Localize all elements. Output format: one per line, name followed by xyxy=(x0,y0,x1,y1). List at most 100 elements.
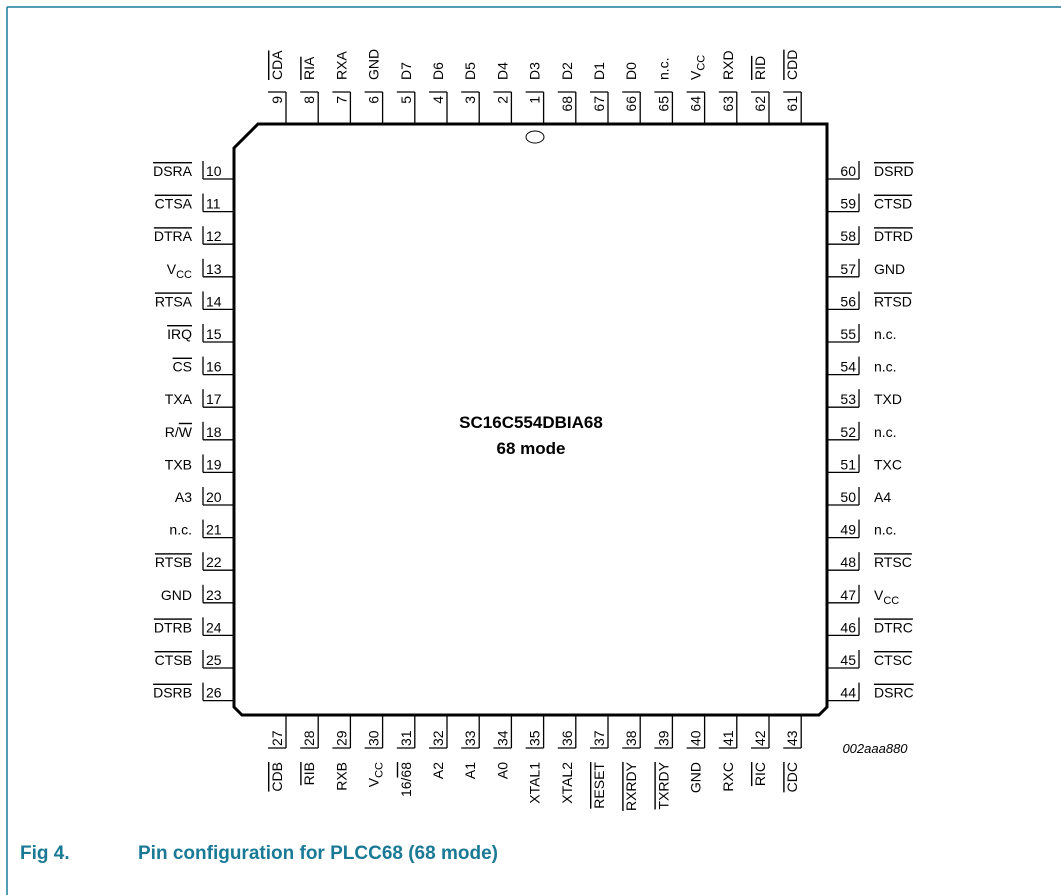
pin-top-4: 4 D6 xyxy=(429,62,448,124)
pin-left-15: 15 IRQ xyxy=(167,324,234,343)
pin-bottom-28: 28 RIB xyxy=(300,715,319,785)
pin-label-text: DSRA xyxy=(153,163,193,179)
pin-label: TXRDY xyxy=(655,761,671,809)
pin-label: D4 xyxy=(494,62,510,80)
pin-label: A1 xyxy=(462,762,478,779)
pin-left-17: 17 TXA xyxy=(165,389,234,408)
pin-label-text: D3 xyxy=(527,62,543,80)
pin-bottom-34: 34 A0 xyxy=(493,715,513,779)
pin-label-text: n.c. xyxy=(874,359,897,375)
pin-right-49: 49 n.c. xyxy=(827,519,897,539)
pin-number: 28 xyxy=(301,730,317,746)
pin-number: 35 xyxy=(527,730,543,746)
pin-label: RIA xyxy=(301,56,317,80)
pin-bottom-32: 32 A2 xyxy=(429,715,448,779)
pin-left-10: 10 DSRA xyxy=(153,161,234,180)
pin-label-text: RESET xyxy=(591,762,607,809)
pin-label: GND xyxy=(874,261,905,277)
pin-right-57: 57 GND xyxy=(827,258,905,278)
pin-label: DTRD xyxy=(874,228,913,244)
pin-number: 31 xyxy=(398,730,414,746)
pin-bottom-35: 35 XTAL1 xyxy=(525,715,545,804)
pin-right-52: 52 n.c. xyxy=(827,421,897,441)
pin-top-67: 67 D1 xyxy=(590,62,609,124)
pin-label-text: n.c. xyxy=(874,326,897,342)
pin-label: RIB xyxy=(301,762,317,785)
pin-label: A0 xyxy=(494,762,510,779)
pin-left-20: 20 A3 xyxy=(175,487,234,506)
pin-number: 1 xyxy=(527,96,543,104)
pin-top-1: 1 D3 xyxy=(525,62,545,124)
pin-label: D1 xyxy=(591,62,607,80)
pin-bottom-40: 40 GND xyxy=(686,715,706,793)
pin-label-subscript: CC xyxy=(176,269,192,281)
pin-label-text: RIC xyxy=(752,762,768,786)
pin-label: VCC xyxy=(167,261,192,281)
pin-right-53: 53 TXD xyxy=(827,389,902,408)
pin-label-text: CTSC xyxy=(874,652,912,668)
pin-number: 23 xyxy=(206,587,222,603)
pin-number: 48 xyxy=(840,554,856,570)
pin-number: 54 xyxy=(840,359,856,375)
pin-label-text: A1 xyxy=(462,762,478,779)
pin-label-text: DSRC xyxy=(874,685,914,701)
pin-number: 18 xyxy=(206,424,222,440)
pin-left-25: 25 CTSB xyxy=(155,650,234,669)
pin-label-text: CS xyxy=(173,359,192,375)
pin-label-text: DTRB xyxy=(154,619,192,635)
pin-number: 24 xyxy=(206,619,222,635)
pin-label-text: RXRDY xyxy=(623,761,639,811)
pin-label: CTSB xyxy=(155,652,192,668)
pin-label: DTRC xyxy=(874,619,913,635)
pin-right-59: 59 CTSD xyxy=(827,193,912,213)
pin-right-58: 58 DTRD xyxy=(827,226,913,245)
pin-label: VCC xyxy=(874,587,899,607)
pin-label: D7 xyxy=(398,62,414,80)
pin-label: CDD xyxy=(784,50,800,80)
pin-top-68: 68 D2 xyxy=(557,62,577,124)
pin-label: RID xyxy=(752,56,768,80)
pin-right-56: 56 RTSD xyxy=(827,291,912,311)
pin-label-text: TXC xyxy=(874,456,902,472)
pin-number: 47 xyxy=(840,587,856,603)
pin-right-48: 48 RTSC xyxy=(827,552,912,571)
pin-number: 12 xyxy=(206,228,222,244)
pin-label-text: GND xyxy=(161,587,192,603)
pin-label-text: RIB xyxy=(301,762,317,785)
device-mode: 68 mode xyxy=(497,439,566,458)
pin-label-subscript: CC xyxy=(374,762,386,778)
pin-label-subscript: CC xyxy=(883,595,899,607)
pin-label-text: TXD xyxy=(874,391,902,407)
pin-top-9: 9 CDA xyxy=(268,50,287,124)
pin-bottom-29: 29 RXB xyxy=(332,715,352,791)
pin-label-text: D1 xyxy=(591,62,607,80)
pin-label-text: GND xyxy=(366,49,382,80)
pin-label-text: RXB xyxy=(333,762,349,791)
pin-label: D5 xyxy=(462,62,478,80)
pin-number: 32 xyxy=(430,730,446,746)
pin-number: 51 xyxy=(840,456,856,472)
pin-number: 10 xyxy=(206,163,222,179)
pin-number: 37 xyxy=(591,730,607,746)
pin-bottom-39: 39 TXRDY xyxy=(654,715,674,809)
pin-label-text: CDA xyxy=(269,50,285,80)
pin-left-24: 24 DTRB xyxy=(154,617,234,637)
pin-bottom-37: 37 RESET xyxy=(590,715,609,809)
pin-number: 64 xyxy=(688,96,704,112)
pin-number: 62 xyxy=(752,96,768,112)
pin-number: 56 xyxy=(840,293,856,309)
pin-number: 55 xyxy=(840,326,856,342)
pin-number: 11 xyxy=(206,196,221,212)
pin-label: D2 xyxy=(559,62,575,80)
pin-number: 58 xyxy=(840,228,856,244)
pin-label: RXD xyxy=(720,50,736,80)
pin-label: XTAL2 xyxy=(559,762,575,804)
pin-label: GND xyxy=(366,49,382,80)
pin-number: 52 xyxy=(840,424,856,440)
pin-label-text: A0 xyxy=(494,762,510,779)
pin-label: D6 xyxy=(430,62,446,80)
pin-label-text: V xyxy=(366,777,382,787)
pin-label: XTAL1 xyxy=(527,762,543,804)
pin-label: VCC xyxy=(366,762,386,787)
